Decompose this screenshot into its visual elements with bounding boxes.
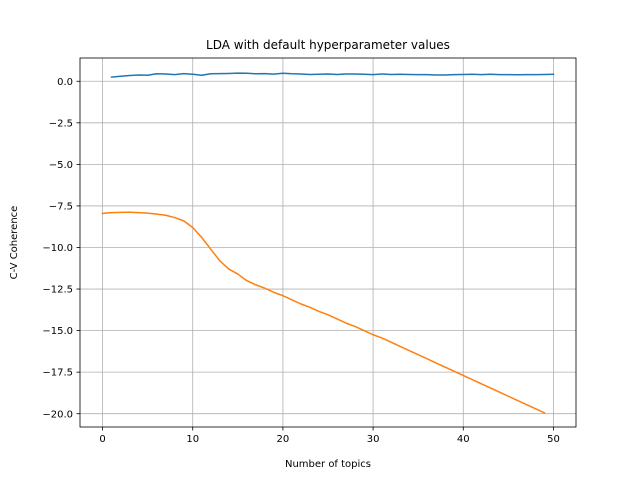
plot-frame bbox=[79, 57, 577, 428]
x-tick-label: 0 bbox=[99, 434, 105, 445]
y-tick-label: −15.0 bbox=[42, 326, 73, 337]
x-axis-ticks: 0 10 20 30 40 50 bbox=[99, 427, 560, 445]
y-tick-label: −2.5 bbox=[49, 118, 73, 129]
y-tick-label: −12.5 bbox=[42, 285, 73, 296]
y-tick-label: −10.0 bbox=[42, 243, 73, 254]
series-layer bbox=[101, 72, 555, 414]
x-tick-label: 50 bbox=[547, 434, 560, 445]
x-tick-label: 30 bbox=[367, 434, 380, 445]
y-tick-label: 0.0 bbox=[57, 77, 73, 88]
grid bbox=[80, 58, 576, 427]
x-tick-label: 20 bbox=[277, 434, 290, 445]
y-tick-label: −5.0 bbox=[49, 160, 73, 171]
y-axis-label: C-V Coherence bbox=[9, 206, 20, 280]
y-tick-label: −7.5 bbox=[49, 202, 73, 213]
y-tick-label: −20.0 bbox=[42, 409, 73, 420]
x-tick-label: 10 bbox=[186, 434, 199, 445]
series-line-2 bbox=[101, 211, 546, 414]
chart-title: LDA with default hyperparameter values bbox=[206, 38, 450, 52]
x-axis-label: Number of topics bbox=[285, 459, 371, 470]
y-axis-ticks: 0.0 −2.5 −5.0 −7.5 −10.0 −12.5 −15.0 −17.5 −20.0 bbox=[42, 77, 80, 420]
x-tick-label: 40 bbox=[457, 434, 470, 445]
series-line-1 bbox=[110, 72, 555, 78]
y-tick-label: −17.5 bbox=[42, 368, 73, 379]
